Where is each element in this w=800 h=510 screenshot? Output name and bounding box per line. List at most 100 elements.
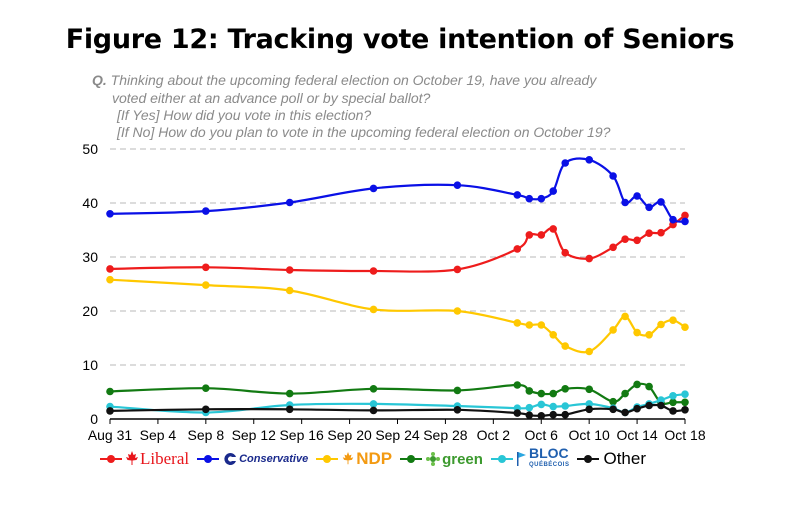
data-point-green [202,384,210,392]
data-point-bloc-qu-b-cois [669,392,677,400]
legend-marker-liberal [100,458,122,460]
data-point-conservative [585,156,593,164]
data-point-ndp [538,321,546,329]
data-point-green [669,399,677,407]
series-lines [106,156,689,420]
x-tick-label: Sep 8 [188,427,225,443]
data-point-green [370,385,378,393]
series-line-other [110,405,685,416]
y-tick-label: 20 [82,303,98,319]
data-point-ndp [669,316,677,324]
data-point-conservative [370,185,378,193]
data-point-bloc-qu-b-cois [370,400,378,408]
series-liberal [106,212,689,275]
series-line-conservative [110,158,685,221]
data-point-ndp [549,331,557,339]
data-point-liberal [538,231,546,239]
data-point-conservative [657,198,665,206]
legend-marker-bloc [491,458,513,460]
y-tick-label: 10 [82,357,98,373]
data-point-bloc-qu-b-cois [526,404,534,412]
legend-label-bloc-sub: QUÉBÉCOIS [529,459,570,471]
series-line-liberal [110,215,685,271]
y-tick-label: 50 [82,141,98,157]
x-tick-label: Sep 24 [375,427,420,443]
data-point-liberal [657,229,665,237]
data-point-ndp [526,321,534,329]
data-point-conservative [633,192,641,200]
data-point-other [561,411,569,419]
data-point-ndp [657,321,665,329]
series-ndp [106,276,689,355]
data-point-conservative [681,218,689,226]
data-point-green [454,387,462,395]
data-point-conservative [202,207,210,215]
data-point-liberal [202,264,210,272]
data-point-other [633,405,641,413]
x-tick-label: Oct 10 [569,427,610,443]
data-point-ndp [621,313,629,321]
data-point-green [286,390,294,398]
legend-marker-conservative [197,458,219,460]
data-point-green [549,390,557,398]
data-point-green [633,381,641,389]
x-tick-label: Oct 6 [525,427,559,443]
data-point-ndp [202,281,210,289]
legend-marker-other [577,458,599,460]
data-point-liberal [454,266,462,274]
data-point-conservative [454,181,462,189]
data-point-ndp [561,342,569,350]
data-point-liberal [514,245,522,253]
data-point-other [657,402,665,410]
data-point-conservative [286,199,294,207]
legend-label-green: green [442,451,483,468]
data-point-green [609,398,617,406]
legend-label-liberal: Liberal [140,449,189,469]
data-point-liberal [286,266,294,274]
series-line-ndp [110,280,685,353]
y-tick-label: 30 [82,249,98,265]
data-point-liberal [621,235,629,243]
data-point-other [669,407,677,415]
legend-item-ndp: NDP [316,449,392,469]
data-point-ndp [609,326,617,334]
data-point-ndp [454,307,462,315]
data-point-conservative [609,172,617,180]
data-point-conservative [621,199,629,207]
data-point-other [454,406,462,414]
data-point-liberal [609,244,617,252]
data-point-conservative [669,216,677,224]
data-point-other [106,407,114,415]
data-point-liberal [526,231,534,239]
data-point-green [538,390,546,398]
legend-item-liberal: Liberal [100,449,189,469]
legend-label-ndp: NDP [356,449,392,469]
data-point-conservative [549,187,557,195]
maple-leaf-icon [126,451,138,467]
conservative-logo-icon [223,452,237,466]
data-point-bloc-qu-b-cois [561,402,569,410]
data-point-liberal [370,267,378,275]
data-point-bloc-qu-b-cois [549,403,557,411]
data-point-ndp [106,276,114,284]
data-point-conservative [561,159,569,167]
data-point-other [585,406,593,414]
data-point-green [106,388,114,396]
data-point-other [286,406,294,414]
data-point-conservative [526,195,534,203]
x-tick-label: Sep 20 [327,427,372,443]
x-tick-label: Oct 14 [616,427,657,443]
data-point-bloc-qu-b-cois [538,401,546,409]
bloc-logo-icon [517,452,527,466]
ndp-leaf-icon [342,452,354,466]
series-green [106,381,689,407]
data-point-green [585,386,593,394]
data-point-green [561,385,569,393]
x-tick-label: Oct 18 [664,427,705,443]
series-line-green [110,384,685,404]
green-party-flower-icon [426,452,440,466]
gridlines [110,149,685,365]
y-tick-label: 0 [90,411,98,427]
data-point-other [609,406,617,414]
